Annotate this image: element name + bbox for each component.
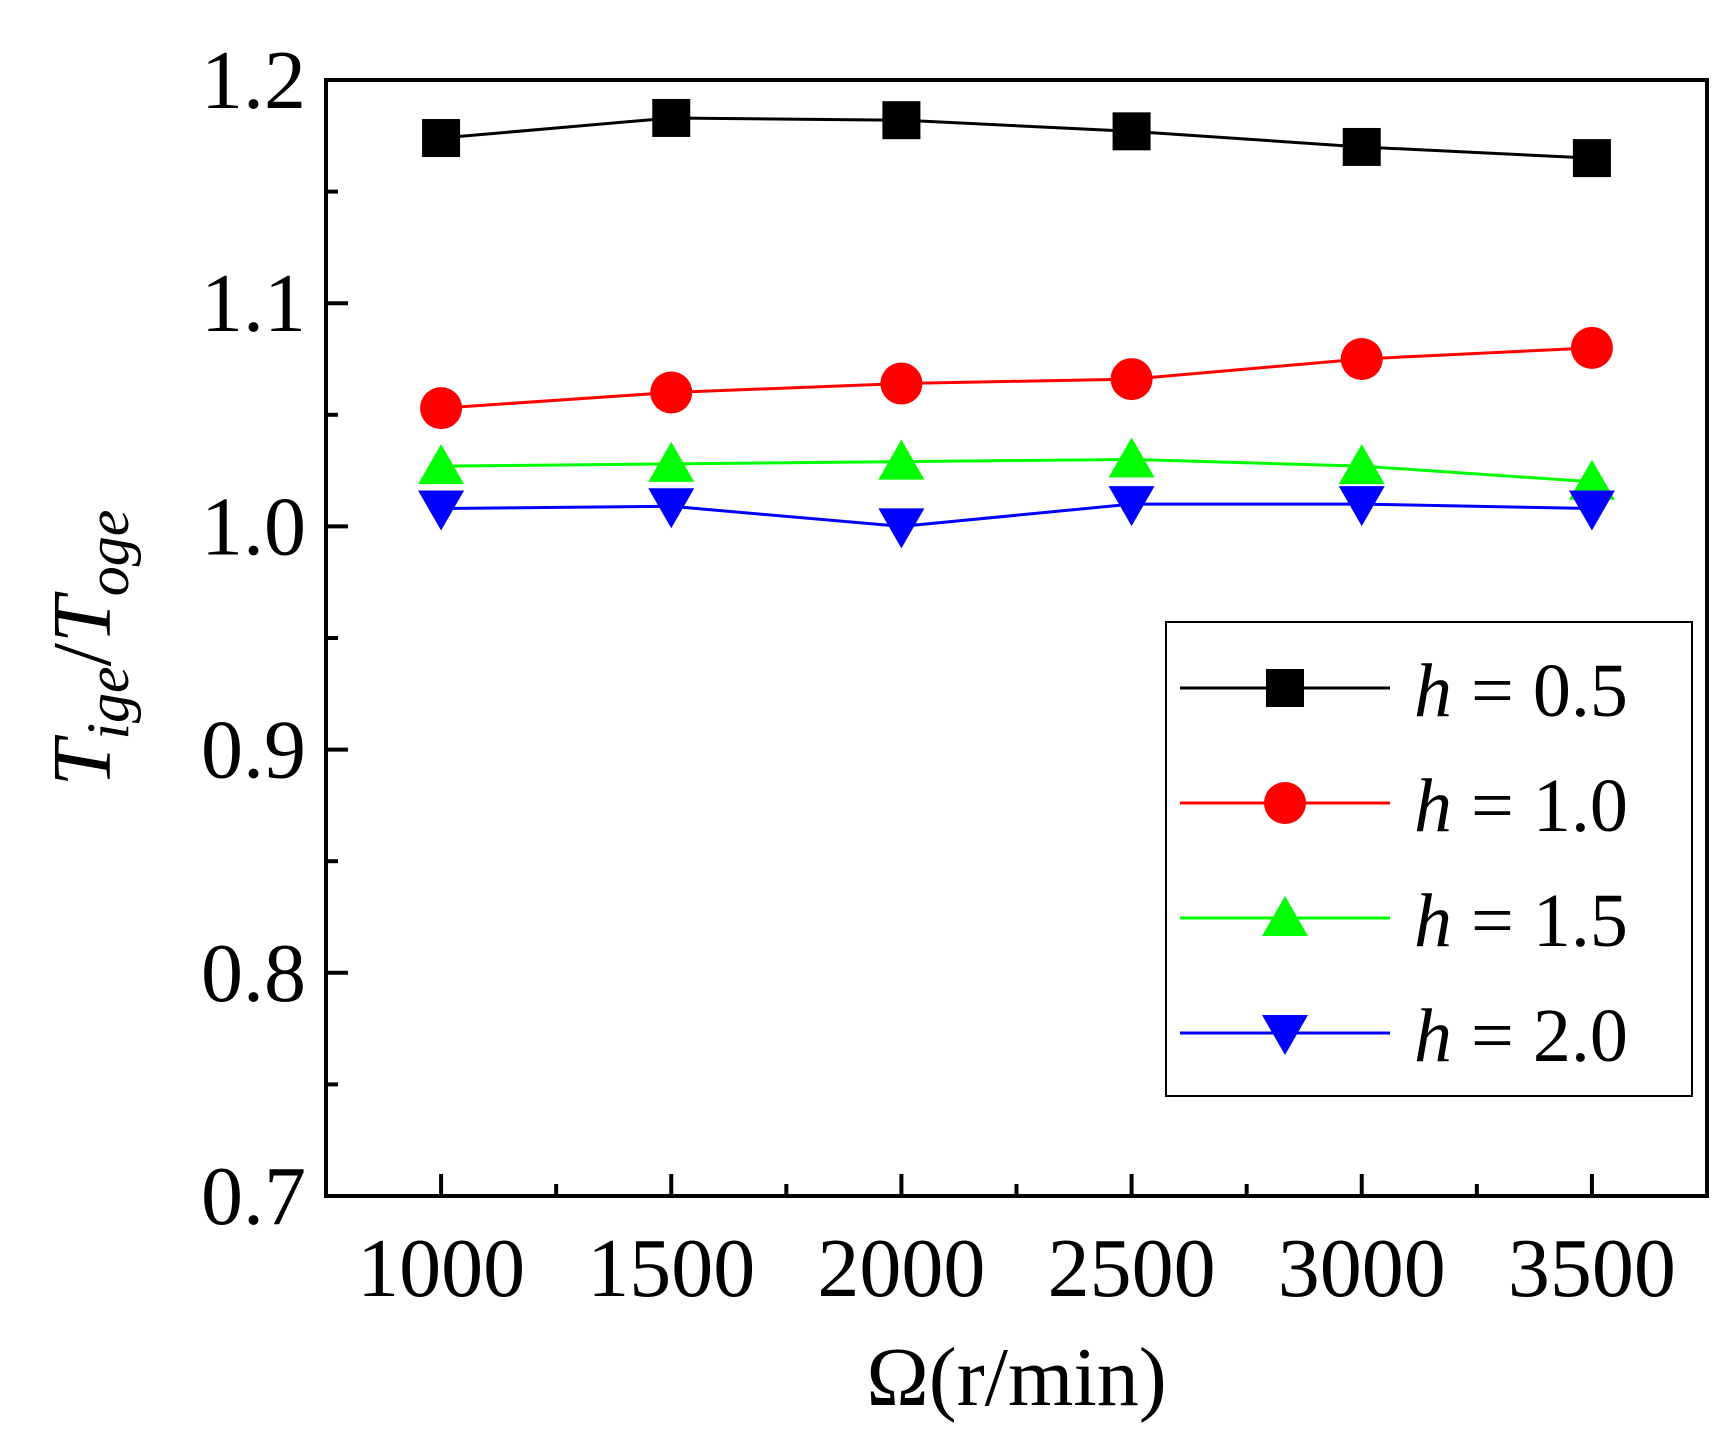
- data-point: [1338, 444, 1385, 485]
- data-point: [1110, 358, 1153, 401]
- data-point: [1340, 338, 1383, 380]
- data-point: [418, 444, 465, 485]
- x-tick-label: 3500: [1508, 1222, 1676, 1315]
- x-tick-label: 1500: [587, 1222, 755, 1315]
- legend-marker: [1264, 782, 1306, 824]
- data-point: [1338, 486, 1385, 527]
- legend-marker: [1262, 1015, 1308, 1055]
- data-point: [1108, 486, 1155, 527]
- plot-area: [418, 98, 1615, 549]
- legend-item: h = 2.0: [1180, 994, 1628, 1078]
- legend-label: h = 1.5: [1414, 879, 1628, 963]
- legend-marker: [1262, 896, 1308, 936]
- legend-value: = 0.5: [1452, 649, 1628, 733]
- legend-variable: h: [1414, 879, 1452, 963]
- series-3: [418, 486, 1615, 549]
- data-point: [1568, 490, 1615, 531]
- y-axis-title-base-2: T: [36, 591, 129, 643]
- data-point: [652, 98, 691, 137]
- series-0: [422, 98, 1611, 178]
- legend-value: = 2.0: [1452, 994, 1628, 1078]
- data-point: [1572, 139, 1611, 178]
- data-point: [648, 441, 695, 482]
- y-axis-title: Tige/Toge: [36, 510, 141, 787]
- legend-item: h = 1.5: [1180, 879, 1628, 963]
- x-tick-label: 2500: [1048, 1222, 1216, 1315]
- data-point: [1342, 127, 1381, 166]
- legend-marker: [1266, 669, 1304, 707]
- y-axis-title-sub-2: oge: [75, 510, 141, 597]
- data-point: [648, 488, 695, 529]
- data-point: [1108, 437, 1155, 478]
- y-tick-label: 0.8: [201, 927, 306, 1020]
- y-tick-label: 1.1: [201, 257, 306, 350]
- y-tick-label: 0.9: [201, 704, 306, 797]
- series-2: [418, 437, 1615, 500]
- data-point: [880, 362, 923, 405]
- legend-box: [1165, 621, 1693, 1097]
- data-point: [650, 371, 693, 414]
- data-point: [418, 490, 465, 531]
- legend-value: = 1.5: [1452, 879, 1628, 963]
- x-axis-title: Ω(r/min): [866, 1331, 1166, 1424]
- data-point: [1112, 112, 1151, 151]
- legend-value: = 1.0: [1452, 764, 1628, 848]
- y-axis-title-sub-1: ige: [75, 666, 141, 739]
- series-line: [441, 457, 1593, 484]
- axes: 1000 1500 2000 2500 3000 3500 0.7 0.8 0.9 1.0 1.1 1…: [201, 34, 1676, 1315]
- legend-item: h = 0.5: [1180, 649, 1628, 733]
- x-tick-label: 1000: [357, 1222, 525, 1315]
- data-point: [422, 119, 461, 158]
- y-tick-label: 1.0: [201, 480, 306, 573]
- y-tick-label: 1.2: [201, 34, 306, 127]
- data-point: [882, 101, 921, 140]
- legend-variable: h: [1414, 994, 1452, 1078]
- legend-label: h = 1.0: [1414, 764, 1628, 848]
- data-point: [878, 439, 925, 480]
- legend-variable: h: [1414, 764, 1452, 848]
- legend-variable: h: [1414, 649, 1452, 733]
- x-tick-label: 3000: [1278, 1222, 1446, 1315]
- data-point: [1568, 459, 1615, 500]
- legend[interactable]: h = 0.5h = 1.0h = 1.5h = 2.0: [1165, 621, 1693, 1097]
- data-point: [1570, 326, 1613, 369]
- data-point: [420, 387, 463, 430]
- data-point: [878, 508, 925, 549]
- series-line: [440, 116, 1592, 160]
- legend-label: h = 0.5: [1414, 649, 1628, 733]
- y-axis-title-separator: /: [36, 642, 129, 666]
- x-tick-label: 2000: [817, 1222, 985, 1315]
- legend-label: h = 2.0: [1414, 994, 1628, 1078]
- series-line: [441, 502, 1592, 528]
- y-tick-label: 0.7: [201, 1150, 306, 1243]
- y-axis-title-base-1: T: [36, 734, 129, 786]
- legend-item: h = 1.0: [1180, 764, 1628, 848]
- series-line: [440, 346, 1592, 410]
- series-1: [420, 326, 1613, 430]
